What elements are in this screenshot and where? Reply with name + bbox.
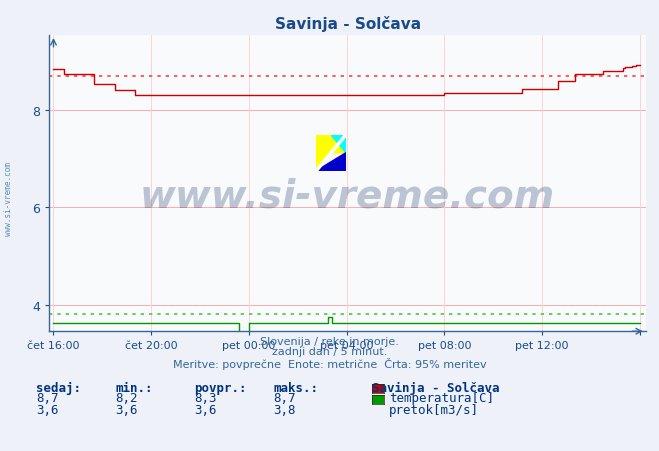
Text: 3,6: 3,6 bbox=[194, 403, 217, 416]
Text: 3,6: 3,6 bbox=[36, 403, 59, 416]
Text: maks.:: maks.: bbox=[273, 381, 318, 394]
Polygon shape bbox=[331, 135, 346, 153]
Text: Meritve: povprečne  Enote: metrične  Črta: 95% meritev: Meritve: povprečne Enote: metrične Črta:… bbox=[173, 357, 486, 369]
Text: pretok[m3/s]: pretok[m3/s] bbox=[389, 403, 479, 416]
Text: Slovenija / reke in morje.: Slovenija / reke in morje. bbox=[260, 336, 399, 346]
Text: povpr.:: povpr.: bbox=[194, 381, 247, 394]
Text: 3,8: 3,8 bbox=[273, 403, 296, 416]
Polygon shape bbox=[316, 153, 346, 171]
Text: 8,3: 8,3 bbox=[194, 391, 217, 405]
Text: sedaj:: sedaj: bbox=[36, 381, 81, 394]
Text: 8,7: 8,7 bbox=[273, 391, 296, 405]
Text: 3,6: 3,6 bbox=[115, 403, 138, 416]
Title: Savinja - Solčava: Savinja - Solčava bbox=[275, 16, 420, 32]
Text: Savinja - Solčava: Savinja - Solčava bbox=[372, 381, 500, 394]
Text: min.:: min.: bbox=[115, 381, 153, 394]
Text: www.si-vreme.com: www.si-vreme.com bbox=[4, 161, 13, 235]
Text: zadnji dan / 5 minut.: zadnji dan / 5 minut. bbox=[272, 346, 387, 356]
Text: www.si-vreme.com: www.si-vreme.com bbox=[140, 177, 556, 215]
Polygon shape bbox=[316, 135, 346, 171]
Text: 8,7: 8,7 bbox=[36, 391, 59, 405]
Text: temperatura[C]: temperatura[C] bbox=[389, 391, 494, 405]
Text: 8,2: 8,2 bbox=[115, 391, 138, 405]
